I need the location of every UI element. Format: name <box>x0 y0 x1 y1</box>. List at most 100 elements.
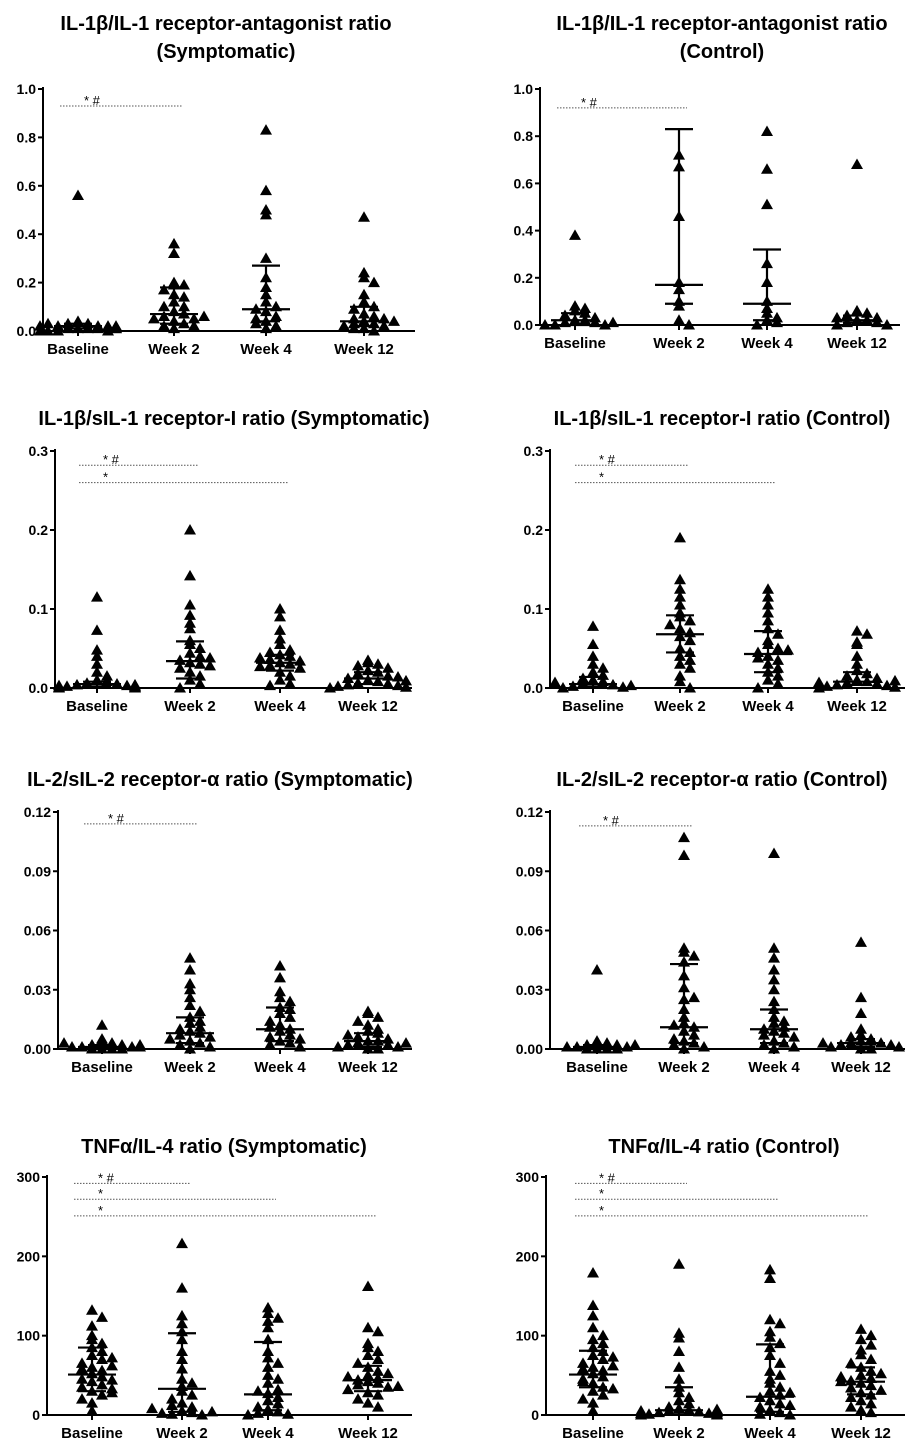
chart-panel-5: IL-2/sIL-2 receptor-α ratio (Symptomatic… <box>24 769 413 1076</box>
x-tick-label: Baseline <box>61 1425 123 1442</box>
data-point <box>352 659 364 671</box>
data-point <box>96 1389 108 1400</box>
y-tick-label: 0.3 <box>524 443 544 459</box>
data-point <box>591 964 603 975</box>
data-point <box>348 303 360 314</box>
data-point <box>91 624 103 635</box>
data-point <box>262 1321 274 1333</box>
data-point <box>653 1406 665 1418</box>
x-tick-label: Week 4 <box>742 698 794 715</box>
data-point <box>184 964 196 975</box>
data-point <box>851 158 863 170</box>
data-point <box>597 1353 609 1364</box>
data-point <box>352 1031 364 1042</box>
data-point <box>378 320 390 331</box>
data-point <box>889 681 901 692</box>
data-point <box>264 653 276 665</box>
data-point <box>587 1341 599 1353</box>
data-point <box>178 300 190 312</box>
data-point <box>53 679 65 691</box>
series-week-2 <box>655 128 703 330</box>
data-point <box>352 1378 364 1390</box>
data-point <box>188 312 200 324</box>
data-point <box>597 1389 609 1400</box>
data-point <box>186 1389 198 1400</box>
x-tick-label: Week 4 <box>240 341 292 358</box>
data-point <box>855 1007 867 1018</box>
data-point <box>358 288 370 300</box>
y-tick-label: 0.0 <box>29 680 49 696</box>
y-tick-label: 0.09 <box>24 863 51 879</box>
data-point <box>176 1237 188 1249</box>
data-point <box>388 315 400 326</box>
series-week-4 <box>750 847 800 1054</box>
data-point <box>764 1263 776 1275</box>
series-week-12 <box>835 1323 887 1418</box>
data-point <box>845 1391 857 1403</box>
data-point <box>76 1373 88 1384</box>
data-point <box>194 1021 206 1032</box>
data-point <box>272 1312 284 1323</box>
data-point <box>865 1379 877 1391</box>
data-point <box>264 679 276 691</box>
data-point <box>835 1039 847 1050</box>
data-point <box>194 642 206 653</box>
data-point <box>96 1311 108 1322</box>
data-point <box>372 1377 384 1388</box>
data-point <box>352 1037 364 1048</box>
data-point <box>91 644 103 655</box>
data-point <box>674 675 686 687</box>
data-point <box>86 1405 98 1416</box>
data-point <box>324 682 336 693</box>
data-point <box>774 1357 786 1368</box>
y-tick-label: 0.00 <box>24 1041 51 1057</box>
data-point <box>684 654 696 665</box>
data-point <box>382 1381 394 1392</box>
data-point <box>260 252 272 263</box>
series-week-2 <box>660 831 710 1054</box>
data-point <box>342 1383 354 1395</box>
data-point <box>342 1039 354 1050</box>
data-point <box>164 1033 176 1044</box>
data-point <box>294 1033 306 1044</box>
data-point <box>788 1031 800 1042</box>
series-baseline <box>569 1266 619 1416</box>
significance-label: * # <box>603 813 620 828</box>
data-point <box>668 1039 680 1050</box>
data-point <box>754 1401 766 1412</box>
data-point <box>372 1345 384 1357</box>
data-point <box>825 1041 837 1052</box>
data-point <box>778 1015 790 1026</box>
data-point <box>861 628 873 639</box>
data-point <box>772 628 784 639</box>
data-point <box>86 1333 98 1345</box>
data-point <box>358 295 370 307</box>
y-tick-label: 0.06 <box>516 923 543 939</box>
data-point <box>855 1394 867 1406</box>
data-point <box>674 583 686 594</box>
y-tick-label: 0.03 <box>516 982 543 998</box>
chart-title: (Control) <box>680 41 764 63</box>
series-week-2 <box>166 524 216 693</box>
data-point <box>678 831 690 843</box>
data-point <box>204 1031 216 1042</box>
data-point <box>178 291 190 302</box>
data-point <box>176 1282 188 1293</box>
data-point <box>673 300 685 311</box>
series-week-2 <box>656 531 704 693</box>
data-point <box>845 1401 857 1412</box>
y-tick-label: 200 <box>516 1248 540 1264</box>
data-point <box>274 971 286 983</box>
data-point <box>855 1029 867 1040</box>
data-point <box>158 283 170 295</box>
data-point <box>382 662 394 673</box>
data-point <box>678 1043 690 1054</box>
data-point <box>831 319 843 330</box>
data-point <box>76 1362 88 1374</box>
data-point <box>86 1304 98 1315</box>
data-point <box>587 666 599 677</box>
data-point <box>774 1369 786 1380</box>
data-point <box>762 606 774 618</box>
chart-title: (Symptomatic) <box>157 41 296 63</box>
data-point <box>885 1039 897 1050</box>
